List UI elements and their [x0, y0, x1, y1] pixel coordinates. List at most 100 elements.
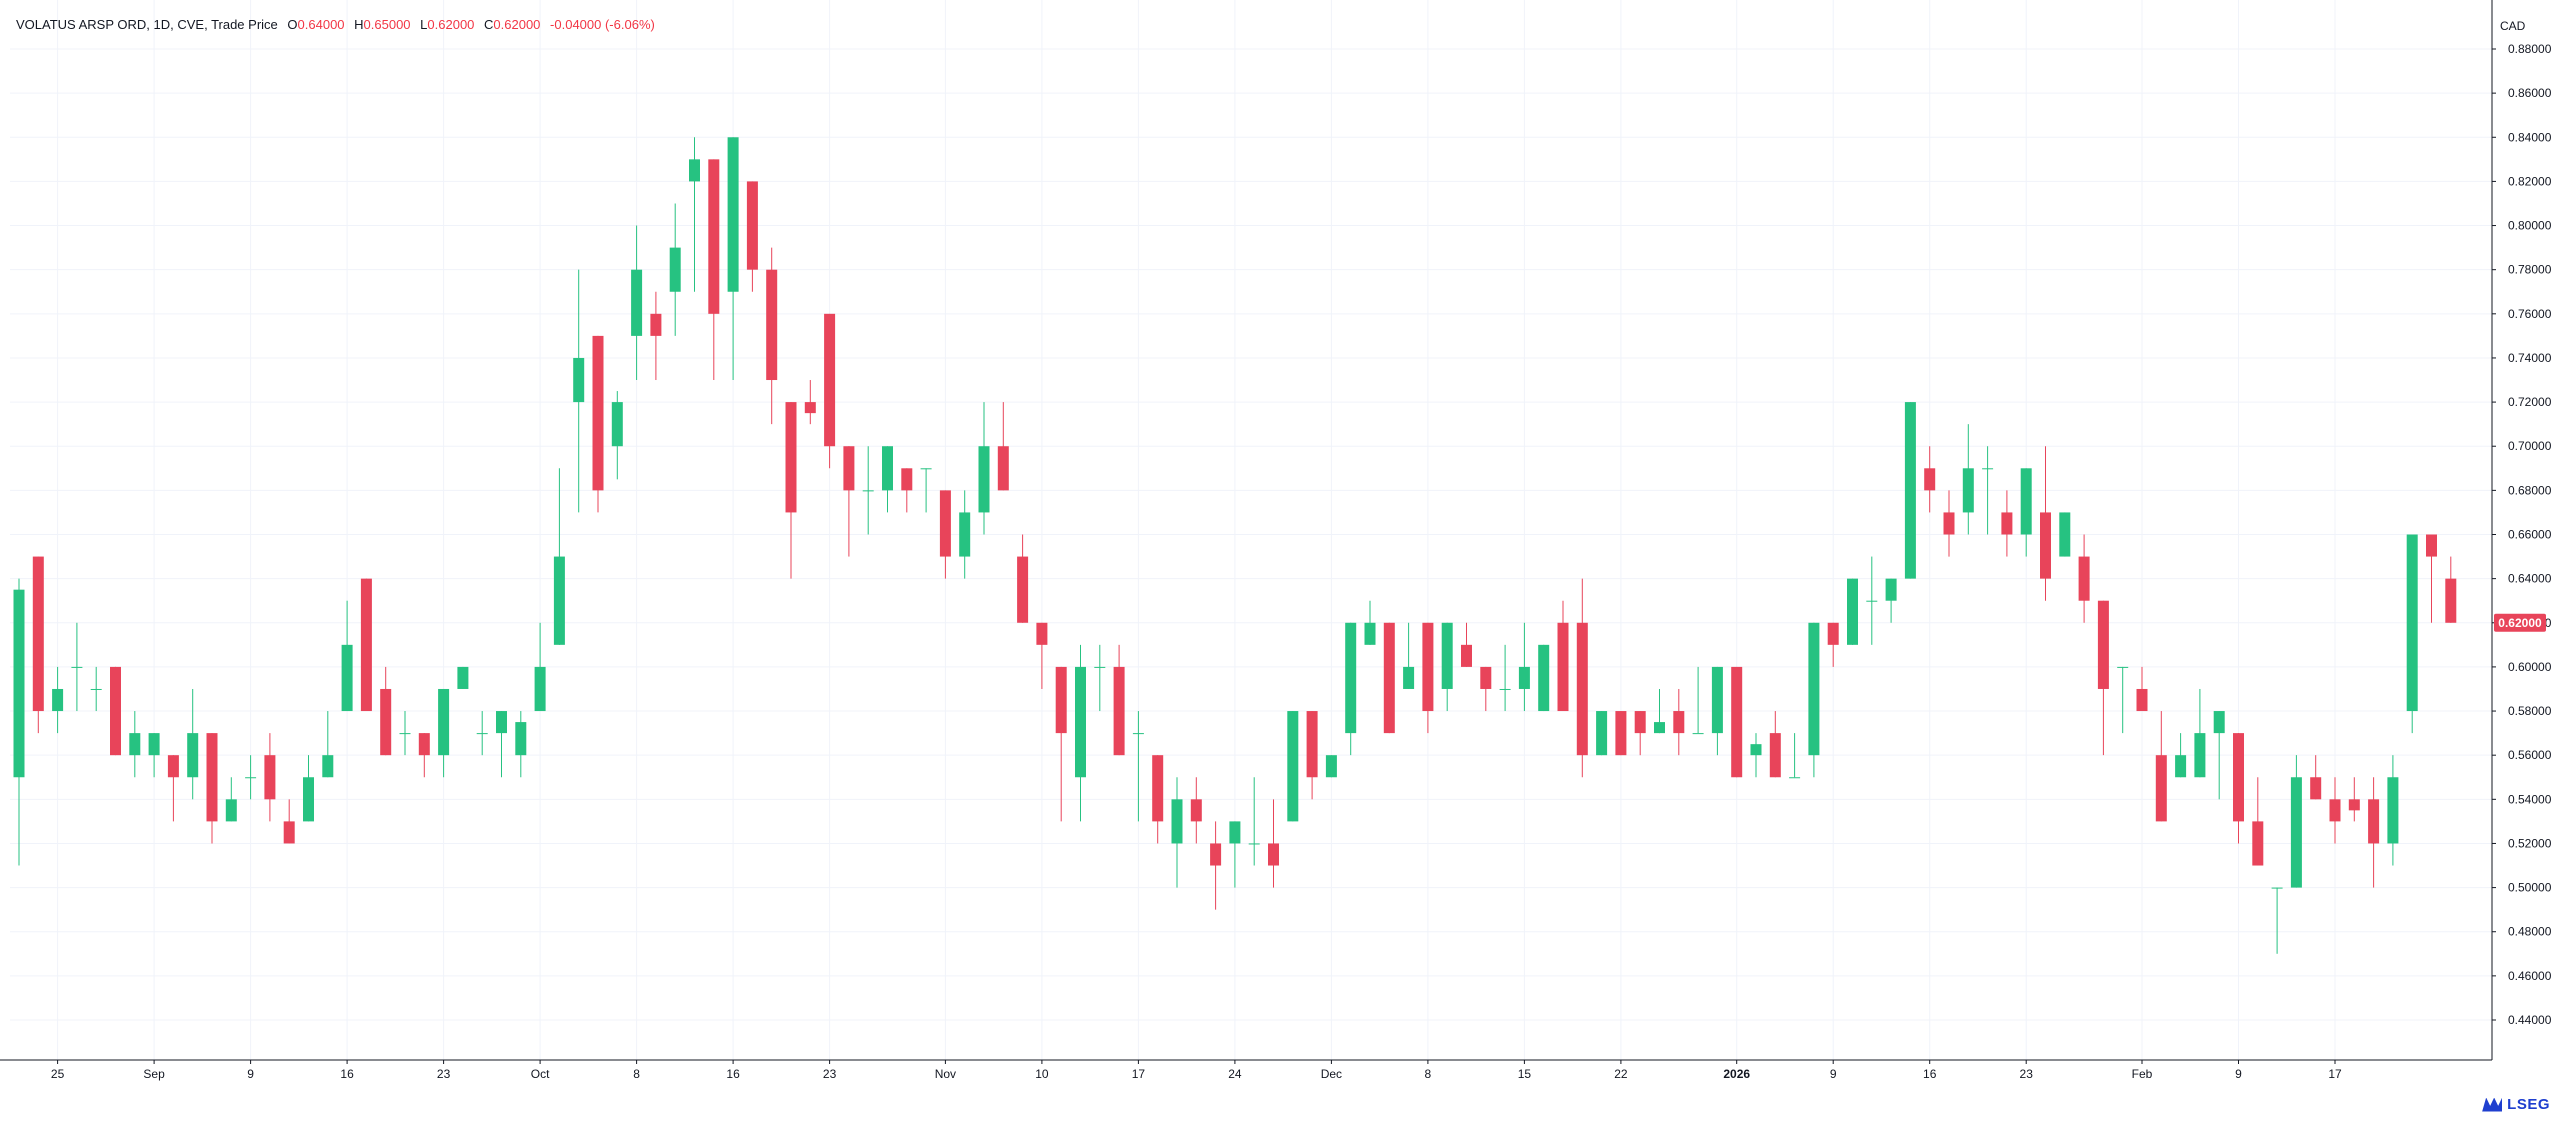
candle[interactable] [1248, 777, 1260, 866]
candle[interactable] [824, 313, 836, 469]
candle[interactable] [167, 755, 179, 822]
candle[interactable] [2368, 777, 2380, 888]
candle[interactable] [746, 181, 758, 292]
candle[interactable] [1982, 446, 1994, 535]
lseg-logo[interactable]: LSEG [2482, 1096, 2550, 1113]
candle[interactable] [592, 335, 604, 513]
candle[interactable] [90, 666, 102, 712]
candle[interactable] [766, 247, 778, 425]
candle[interactable] [1615, 711, 1627, 756]
candle[interactable] [52, 666, 64, 734]
candle[interactable] [1731, 666, 1743, 778]
candle[interactable] [920, 468, 932, 513]
candle[interactable] [1634, 711, 1646, 756]
candle[interactable] [283, 799, 295, 844]
candle[interactable] [1383, 622, 1395, 734]
candle[interactable] [2213, 711, 2225, 800]
candle[interactable] [2310, 755, 2322, 800]
candle[interactable] [1557, 600, 1569, 712]
candle[interactable] [1171, 777, 1183, 888]
candle[interactable] [2078, 534, 2090, 623]
candle[interactable] [1210, 821, 1222, 910]
candle[interactable] [2233, 733, 2244, 844]
candle[interactable] [1827, 622, 1839, 667]
candle[interactable] [360, 578, 372, 712]
candle[interactable] [2001, 490, 2013, 557]
candle[interactable] [32, 556, 44, 734]
candle[interactable] [2445, 556, 2457, 623]
candle[interactable] [110, 666, 121, 756]
candle[interactable] [1518, 622, 1530, 712]
candle[interactable] [1036, 622, 1048, 689]
candle[interactable] [476, 711, 488, 756]
candle[interactable] [1692, 666, 1704, 735]
candle[interactable] [2040, 446, 2051, 601]
candle[interactable] [785, 402, 797, 579]
candle[interactable] [1190, 777, 1202, 844]
candle[interactable] [1924, 446, 1936, 513]
candle[interactable] [2387, 755, 2399, 866]
candle[interactable] [341, 600, 353, 712]
candle[interactable] [438, 688, 450, 778]
candle[interactable] [1538, 644, 1550, 712]
candle[interactable] [1132, 711, 1144, 822]
candle[interactable] [1596, 711, 1608, 756]
candle[interactable] [264, 733, 276, 822]
candle[interactable] [1441, 622, 1453, 712]
candle[interactable] [1017, 534, 1029, 623]
candle[interactable] [1769, 711, 1781, 778]
candle[interactable] [1654, 688, 1665, 734]
candle[interactable] [939, 490, 951, 579]
candle[interactable] [2059, 512, 2071, 557]
candle[interactable] [843, 446, 855, 557]
candle[interactable] [245, 755, 257, 800]
candle[interactable] [1789, 733, 1801, 779]
candle[interactable] [380, 666, 392, 756]
candle[interactable] [669, 203, 681, 336]
candle[interactable] [515, 711, 527, 778]
candle[interactable] [2136, 666, 2148, 712]
candle[interactable] [1461, 622, 1472, 667]
candle[interactable] [1866, 556, 1878, 645]
candle[interactable] [2117, 666, 2129, 734]
candle[interactable] [1750, 733, 1762, 778]
candle[interactable] [2097, 600, 2109, 756]
candle[interactable] [2426, 534, 2437, 623]
candle[interactable] [1075, 644, 1086, 822]
candle[interactable] [1480, 666, 1492, 712]
candle[interactable] [2406, 534, 2418, 734]
candle[interactable] [1345, 622, 1357, 756]
candle[interactable] [206, 733, 218, 844]
candle[interactable] [13, 578, 25, 866]
candle[interactable] [1847, 578, 1858, 645]
candle[interactable] [978, 402, 990, 535]
candle[interactable] [1576, 578, 1588, 778]
candle[interactable] [1711, 666, 1723, 756]
candle[interactable] [804, 380, 816, 425]
candle[interactable] [573, 269, 585, 513]
candle[interactable] [997, 402, 1009, 491]
candle[interactable] [1229, 821, 1241, 888]
candle[interactable] [1055, 666, 1067, 822]
candle[interactable] [187, 688, 199, 800]
candle[interactable] [457, 666, 469, 689]
candle[interactable] [611, 391, 623, 480]
candle[interactable] [2175, 733, 2187, 778]
candle[interactable] [882, 446, 893, 513]
candle[interactable] [2329, 777, 2341, 844]
candle[interactable] [959, 490, 971, 579]
candle[interactable] [1808, 622, 1820, 778]
candle[interactable] [399, 711, 411, 756]
candle[interactable] [2290, 755, 2302, 888]
candle[interactable] [1885, 578, 1897, 623]
candle[interactable] [1422, 622, 1434, 734]
candle[interactable] [1094, 644, 1106, 712]
candle[interactable] [650, 291, 662, 381]
candle[interactable] [2348, 777, 2360, 822]
candle[interactable] [496, 711, 507, 778]
candle[interactable] [322, 711, 334, 778]
candle[interactable] [1364, 600, 1376, 645]
candle[interactable] [708, 159, 720, 381]
candle[interactable] [2194, 688, 2206, 778]
candle[interactable] [1268, 799, 1279, 888]
